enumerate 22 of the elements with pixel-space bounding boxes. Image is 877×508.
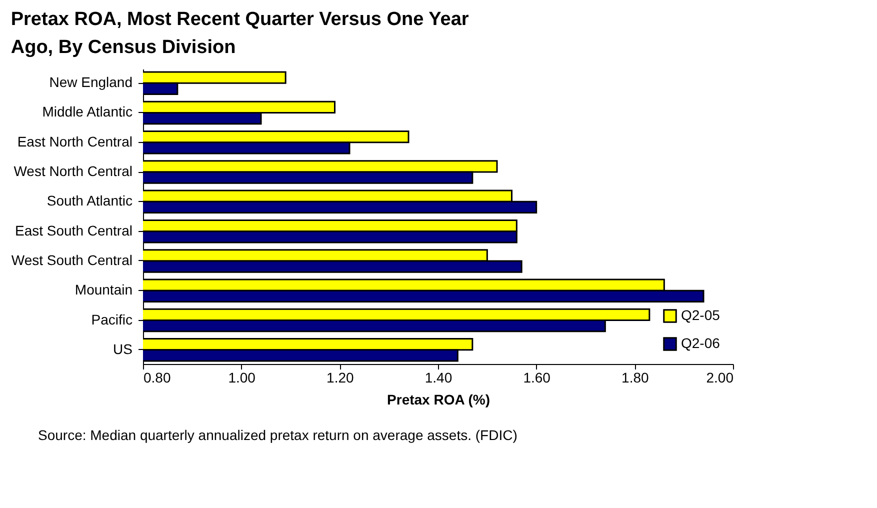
x-tick-label: 0.80 <box>144 370 171 386</box>
x-axis-title: Pretax ROA (%) <box>387 392 490 408</box>
y-tick-label: East North Central <box>17 133 132 150</box>
y-tick-label: South Atlantic <box>46 192 132 209</box>
y-tick-label: Mountain <box>74 282 132 298</box>
x-tick-label: 1.40 <box>424 370 452 386</box>
y-tick-label: Pacific <box>91 311 132 328</box>
chart-title: Pretax ROA, Most Recent Quarter Versus One Year Ago, By Census Division <box>10 9 470 58</box>
y-tick-label: West South Central <box>11 252 132 268</box>
y-tick-label: US <box>113 340 132 357</box>
y-tick-label: Middle Atlantic <box>42 104 132 120</box>
legend-label: Q2-06 <box>681 335 720 351</box>
legend-label: Q2-05 <box>681 307 720 323</box>
x-tick-label: 1.60 <box>523 370 551 386</box>
x-tick-label: 1.20 <box>326 370 354 386</box>
source-note: Source: Median quarterly annualized pretax return on average assets. (FDIC) <box>38 427 518 443</box>
y-tick-label: East South Central <box>14 222 132 238</box>
x-tick-label: 1.80 <box>622 370 650 386</box>
y-tick-label: West North Central <box>14 163 132 180</box>
x-tick-label: 2.00 <box>706 370 734 386</box>
x-tick-label: 1.00 <box>228 370 256 386</box>
y-tick-label: New England <box>49 74 132 90</box>
